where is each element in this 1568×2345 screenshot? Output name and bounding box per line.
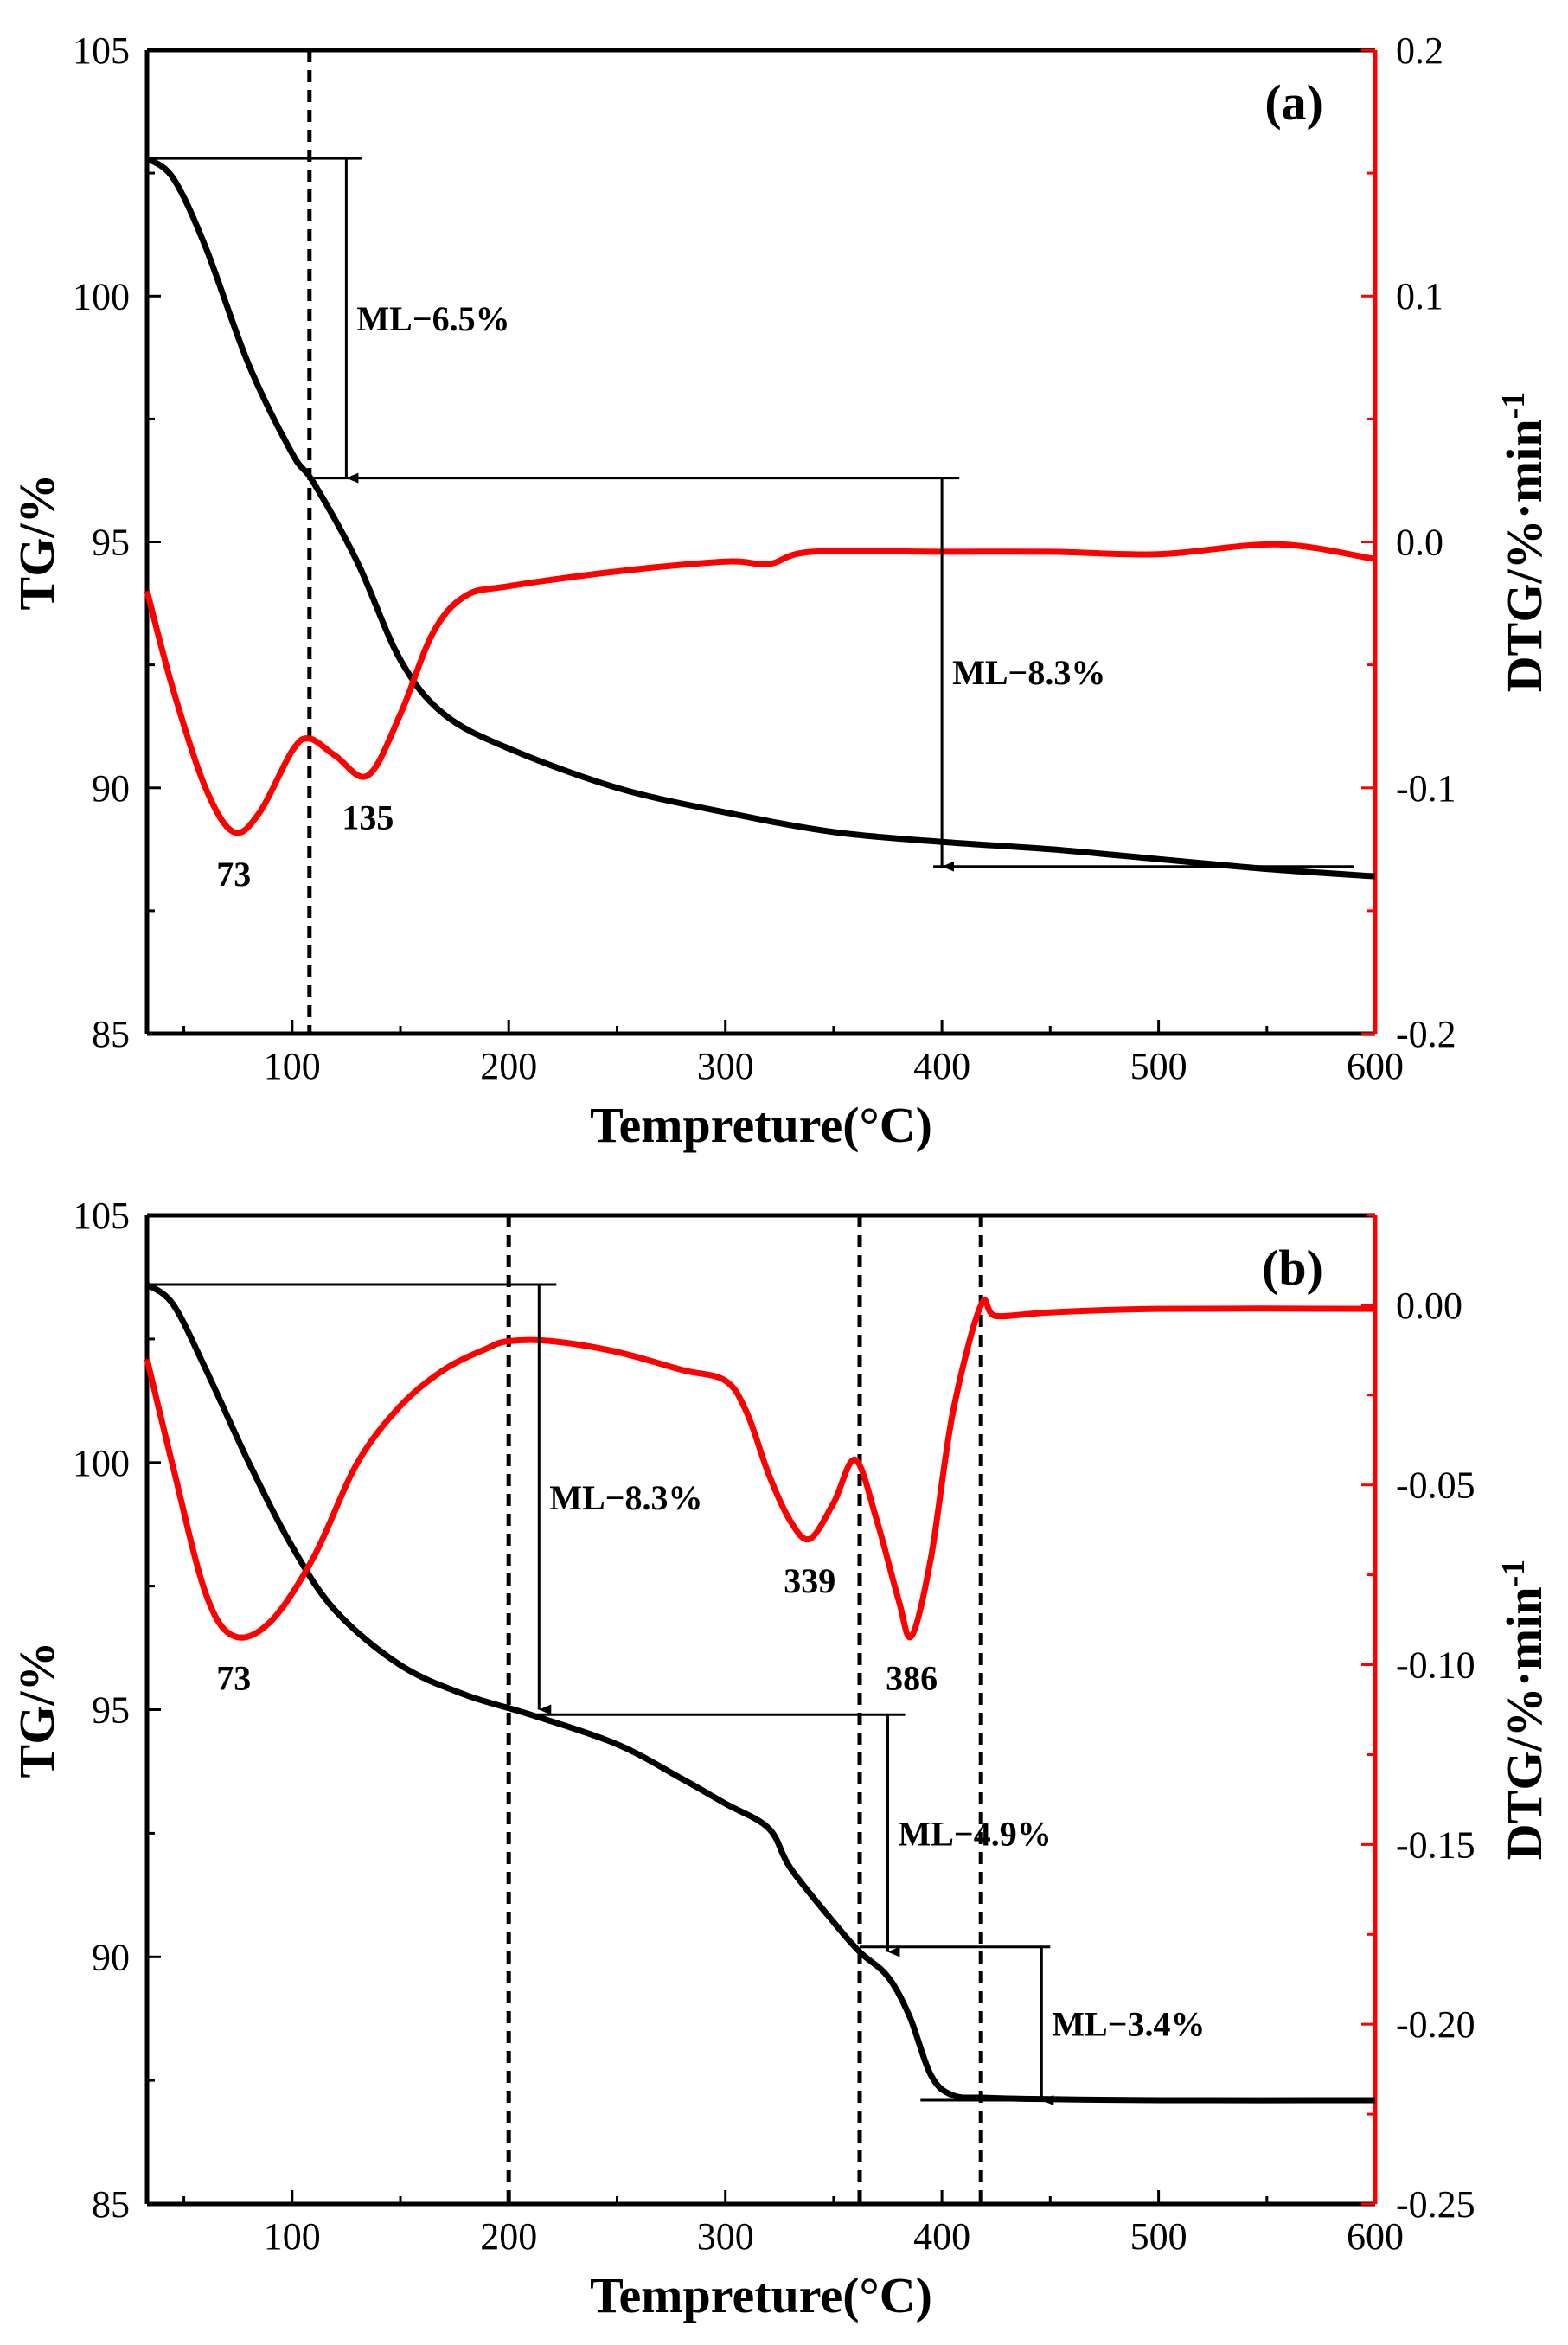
panel-b-y-left-tick-label: 90 [92,1936,130,1978]
panel-b-x-tick-label: 300 [697,2215,754,2258]
panel-a-ml-label: ML−8.3% [952,653,1105,692]
panel-b-x-tick-label: 100 [264,2215,321,2258]
panel-b-y-right-tick-label: -0.25 [1396,2183,1475,2226]
panel-b-y-right-tick-label: 0.00 [1396,1285,1462,1327]
panel-b-tg-curve [144,1282,1376,2104]
panel-b-y-left-tick-label: 95 [92,1689,130,1732]
panel-b: 100 200 300 400 500 600 85 90 95 100 105 -0.25 -0.20… [9,1195,1552,2323]
panel-b-ml-label: ML−3.4% [1052,2004,1205,2043]
panel-b-ml-label: ML−4.9% [899,1814,1052,1853]
panel-a-y-left-tick-label: 85 [92,1013,130,1055]
panel-a-y-right-tick-label: -0.2 [1396,1013,1456,1055]
panel-b-x-axis-title: Tempreture(°C) [590,2267,932,2323]
panel-b-x-tick-label: 600 [1347,2215,1404,2258]
panel-a-dtg-curve [144,541,1376,836]
panel-b-y-right-tick-label: -0.10 [1396,1644,1475,1687]
panel-a-y-right-title-sup: -1 [1495,392,1532,420]
panel-a-peak-label: 73 [216,855,251,894]
panel-b-y-right-tick-label: -0.05 [1396,1464,1475,1507]
panel-b-y-left-tick-label: 100 [73,1442,130,1484]
panel-a-y-left-tick-label: 95 [92,522,130,564]
panel-a-x-tick-label: 600 [1347,1045,1404,1087]
panel-a-ml-label: ML−6.5% [356,299,509,338]
panel-a-x-axis-title: Tempreture(°C) [590,1097,932,1153]
panel-b-y-left-tick-label: 85 [92,2183,130,2226]
panel-a-y-right-tick-label: 0.2 [1396,29,1443,72]
panel-b-y-right-title-main: DTG/%·min [1496,1586,1552,1860]
panel-b-ml-label: ML−8.3% [549,1478,702,1517]
panel-a-tg-curve [144,156,1376,880]
panel-a-y-left-tick-label: 105 [73,29,130,72]
panel-a-y-left-title: TG/% [9,474,65,611]
panel-a-x-tick-label: 200 [480,1045,537,1087]
panel-a-peak-label: 135 [342,798,394,837]
panel-b-label: (b) [1262,1240,1323,1296]
panel-b-y-right-tick-label: -0.15 [1396,1823,1475,1866]
panel-b-y-right-title-sup: -1 [1495,1560,1532,1587]
panel-a-y-left-tick-label: 90 [92,767,130,810]
panel-a-y-right-tick-label: -0.1 [1396,767,1456,810]
panel-a-x-tick-label: 100 [264,1045,321,1087]
panel-a-y-right-title-main: DTG/%·min [1496,419,1552,692]
panel-b-x-tick-label: 500 [1130,2215,1187,2258]
panel-b-x-tick-label: 400 [913,2215,970,2258]
panel-a-y-right-tick-label: 0.0 [1396,522,1443,564]
panel-b-peak-label: 339 [784,1561,835,1600]
panel-b-y-right-title: DTG/%·min-1 [1495,1560,1552,1860]
panel-b-peak-label: 386 [886,1658,938,1697]
panel-b-peak-label: 73 [216,1658,251,1697]
panel-b-y-right-tick-label: -0.20 [1396,2003,1475,2046]
panel-b-y-left-tick-label: 105 [73,1195,130,1237]
panel-a-label: (a) [1264,74,1323,131]
panel-b-x-tick-label: 200 [480,2215,537,2258]
panel-a-y-left-tick-label: 100 [73,275,130,317]
panel-a-y-right-title: DTG/%·min-1 [1495,392,1552,692]
panel-b-y-left-title: TG/% [9,1642,65,1778]
panel-a: 100 200 300 400 500 600 85 90 95 100 105 -0.2 -0.1 0.… [9,29,1552,1153]
panel-a-y-right-tick-label: 0.1 [1396,275,1443,317]
panel-a-x-tick-label: 400 [913,1045,970,1087]
panel-a-x-tick-label: 500 [1130,1045,1187,1087]
panel-a-x-tick-label: 300 [697,1045,754,1087]
panel-b-dtg-curve [144,1297,1376,1641]
